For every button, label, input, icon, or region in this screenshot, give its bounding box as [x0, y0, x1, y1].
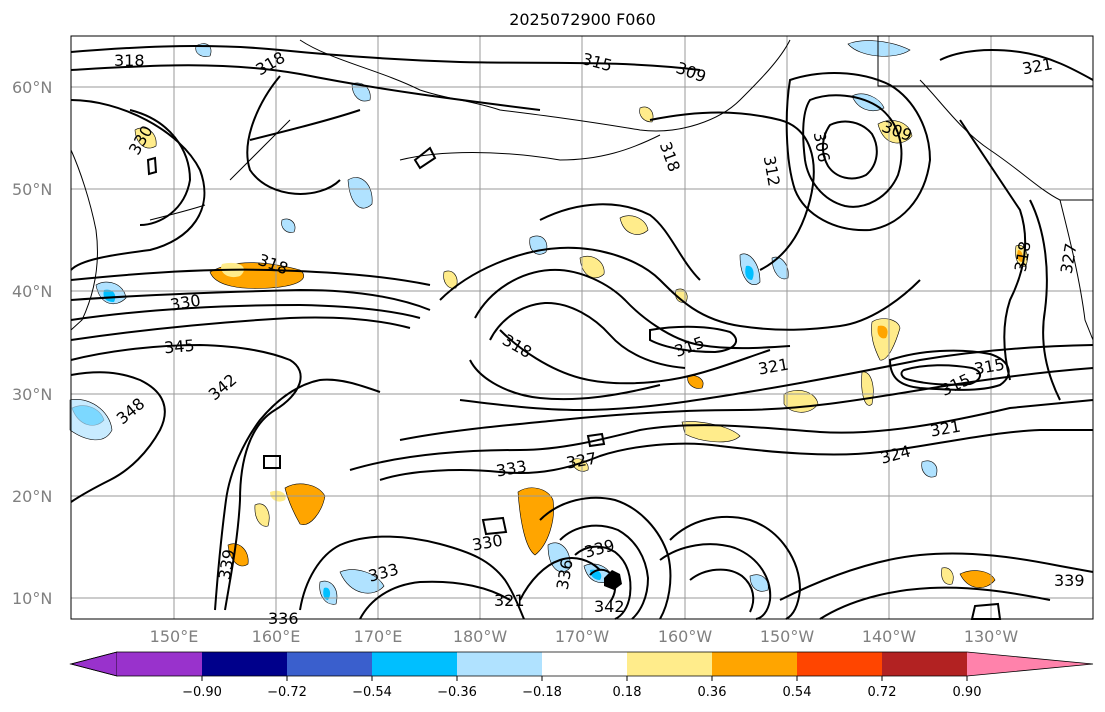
colorbar-segment [287, 652, 372, 676]
lon-label: 180°W [453, 627, 508, 646]
lon-label: 150°E [150, 627, 199, 646]
lon-label: 170°W [555, 627, 610, 646]
colorbar-segment [372, 652, 457, 676]
lon-label: 160°E [252, 627, 301, 646]
lat-label: 30°N [12, 385, 52, 404]
lat-label: 60°N [12, 78, 52, 97]
colorbar-extend-low [69, 651, 118, 677]
colorbar-tick-label: 0.18 [613, 685, 642, 700]
colorbar-segment [542, 652, 627, 676]
colorbar-segment [712, 652, 797, 676]
colorbar-segment [117, 652, 202, 676]
lon-label: 140°W [862, 627, 917, 646]
contour-label: 345 [163, 336, 195, 358]
colorbar-segment [797, 652, 882, 676]
map-title: 2025072900 F060 [509, 10, 656, 29]
lat-label: 20°N [12, 487, 52, 506]
colorbar-tick-label: −0.54 [352, 685, 392, 700]
map-frame [70, 35, 1094, 620]
graticule [71, 36, 1093, 619]
colorbar: −0.90 −0.72 −0.54 −0.36 −0.18 0.18 0.36 … [69, 651, 1094, 700]
contour-label: 318 [114, 51, 145, 70]
longitude-labels: 150°E 160°E 170°E 180°W 170°W 160°W 150°… [150, 627, 1019, 646]
lon-label: 170°E [354, 627, 403, 646]
colorbar-segment [627, 652, 712, 676]
contour-label: 342 [594, 597, 625, 616]
colorbar-tick-label: −0.36 [437, 685, 477, 700]
colorbar-tick-label: 0.36 [698, 685, 727, 700]
colorbar-tick-label: 0.90 [953, 685, 982, 700]
coastline-layer [70, 36, 1094, 341]
lon-label: 130°W [964, 627, 1019, 646]
contour-center-marker [604, 570, 622, 590]
lon-label: 160°W [658, 627, 713, 646]
lon-label: 150°W [760, 627, 815, 646]
colorbar-segment [202, 652, 287, 676]
colorbar-extend-high [967, 652, 1093, 676]
colorbar-tick-label: 0.54 [783, 685, 812, 700]
colorbar-tick-label: −0.90 [182, 685, 222, 700]
colorbar-segment [882, 652, 967, 676]
contour-label: 339 [1054, 571, 1085, 590]
contour-label: 321 [494, 591, 525, 610]
colorbar-segment [457, 652, 542, 676]
contour-layer [70, 45, 1094, 620]
colorbar-tick-label: 0.72 [868, 685, 897, 700]
lat-label: 40°N [12, 282, 52, 301]
colorbar-tick-label: −0.18 [522, 685, 562, 700]
lat-label: 10°N [12, 589, 52, 608]
latitude-labels: 10°N 20°N 30°N 40°N 50°N 60°N [12, 78, 52, 608]
colorbar-tick-label: −0.72 [267, 685, 307, 700]
lat-label: 50°N [12, 180, 52, 199]
